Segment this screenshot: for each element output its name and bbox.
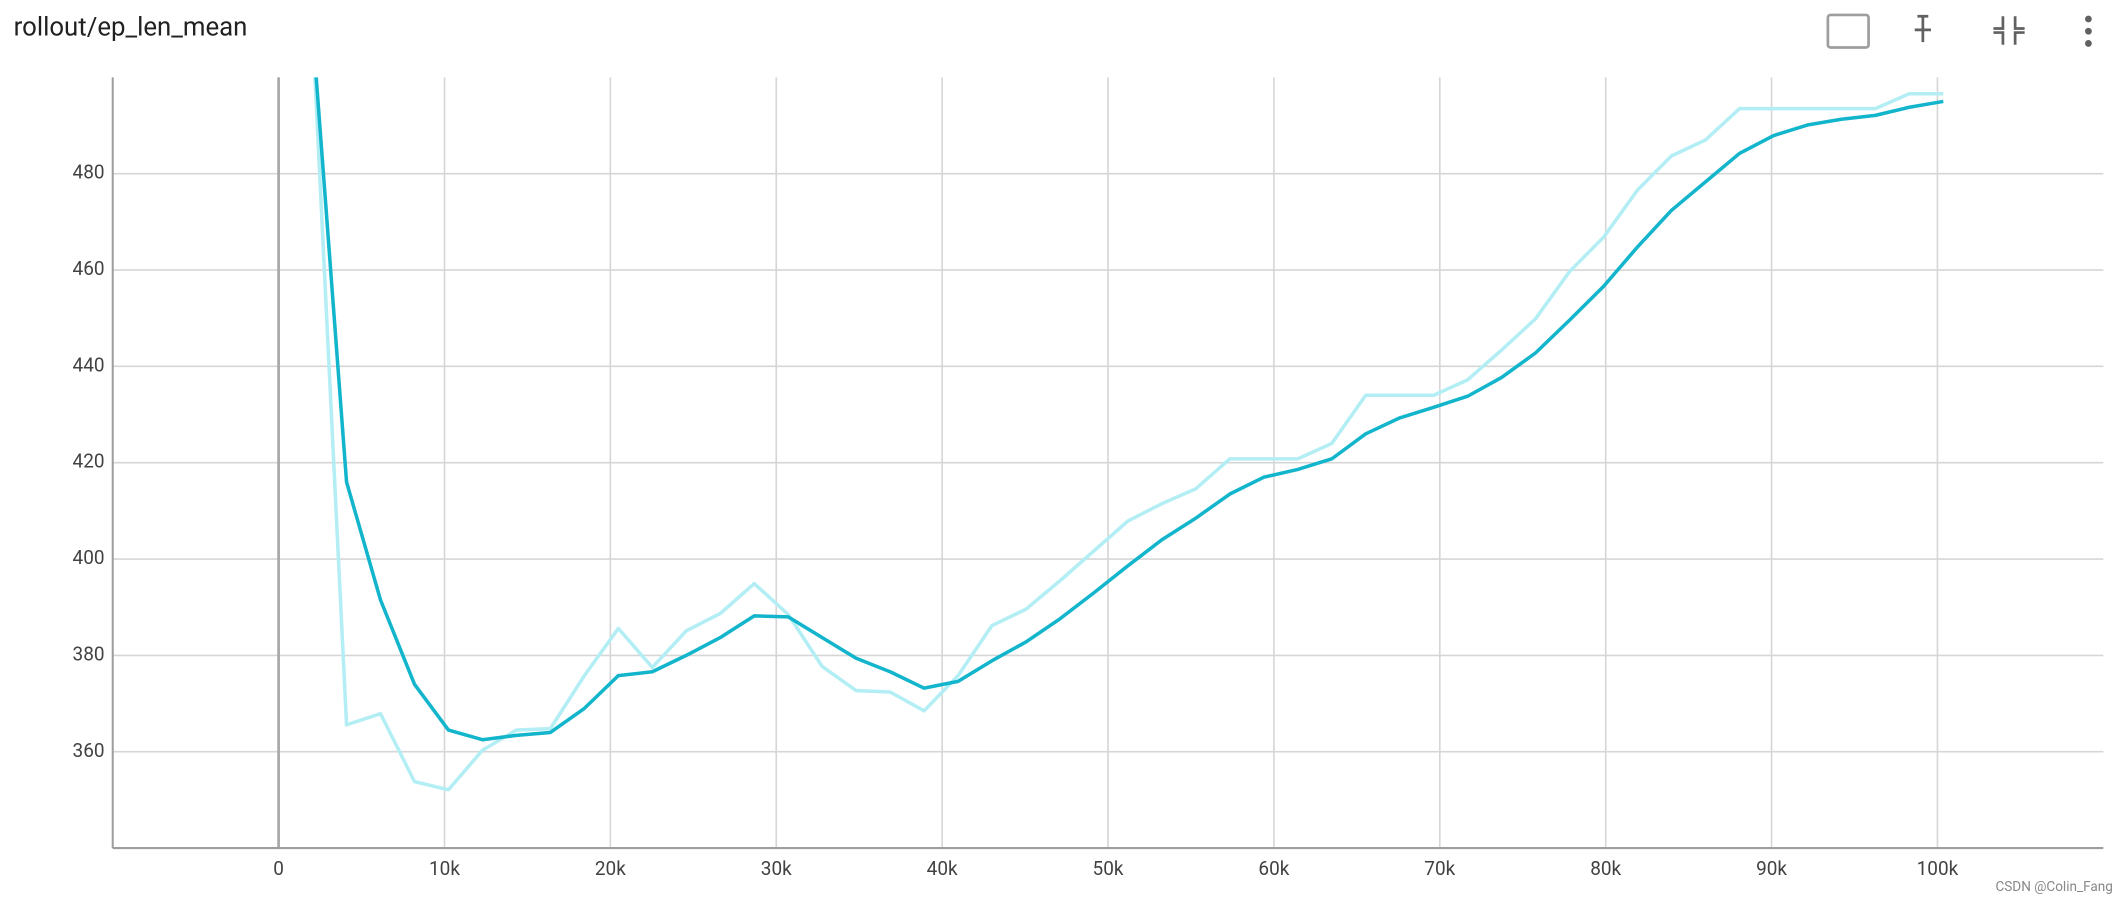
x-tick-label: 70k xyxy=(1424,857,1455,880)
x-tick-label: 30k xyxy=(761,857,792,880)
x-tick-label: 40k xyxy=(927,857,958,880)
x-tick-label: 80k xyxy=(1590,857,1621,880)
series-line xyxy=(314,77,1944,742)
more-button[interactable] xyxy=(2085,15,2092,47)
y-tick-label: 460 xyxy=(73,257,105,280)
y-tick-label: 420 xyxy=(73,450,105,473)
y-tick-label: 440 xyxy=(73,353,105,376)
x-tick-label: 0 xyxy=(273,857,284,880)
pin-button[interactable] xyxy=(1914,14,1932,43)
collapse-button[interactable] xyxy=(1993,16,2025,45)
x-tick-label: 90k xyxy=(1756,857,1787,880)
toolbar[interactable] xyxy=(1826,13,2092,49)
y-tick-label: 380 xyxy=(73,642,105,665)
x-tick-label: 60k xyxy=(1258,857,1289,880)
fit-domain-button[interactable] xyxy=(1826,13,1870,49)
y-tick-label: 360 xyxy=(73,739,105,762)
series-line xyxy=(313,77,1944,792)
chart-title: rollout/ep_len_mean xyxy=(14,12,248,42)
watermark: CSDN @Colin_Fang xyxy=(1995,879,2112,895)
x-tick-label: 20k xyxy=(595,857,626,880)
x-tick-label: 100k xyxy=(1917,857,1959,880)
x-tick-label: 10k xyxy=(429,857,460,880)
y-tick-label: 480 xyxy=(73,161,105,184)
x-tick-label: 50k xyxy=(1093,857,1124,880)
y-tick-label: 400 xyxy=(73,546,105,569)
